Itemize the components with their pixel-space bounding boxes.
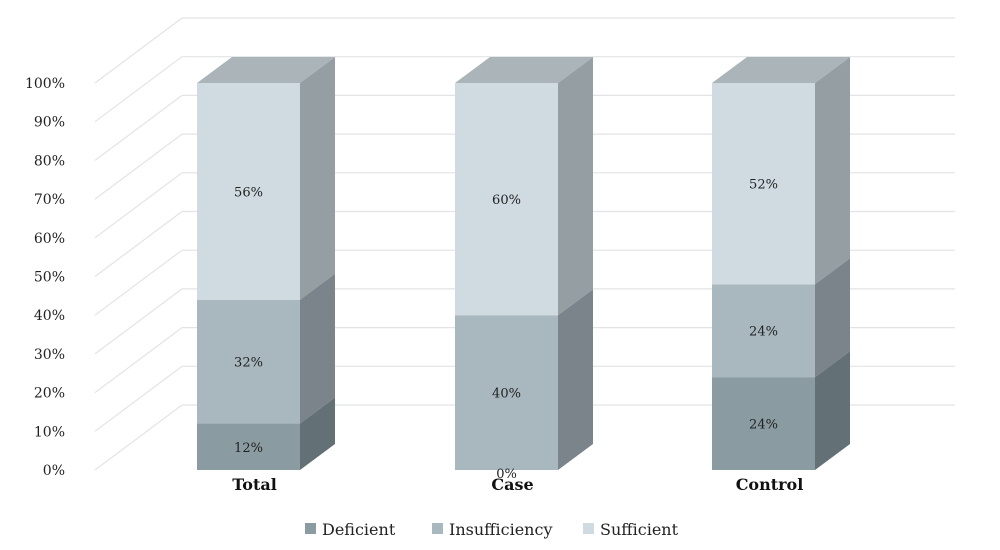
bar-segment-sufficient	[197, 83, 300, 300]
legend-swatch	[583, 523, 594, 534]
bar-top-face	[455, 57, 593, 83]
bar-side-sufficient	[558, 57, 593, 316]
bar-segment-deficient	[712, 377, 815, 470]
gridline-side	[94, 327, 183, 394]
gridline-side	[94, 94, 183, 161]
data-label-insufficiency: 24%	[749, 325, 778, 340]
y-tick-label: 100%	[25, 76, 65, 92]
x-axis-categories: Total Case Control	[232, 475, 803, 494]
legend-swatch	[305, 523, 316, 534]
bar-side-insufficiency	[558, 289, 593, 470]
bar-side-sufficient	[300, 57, 335, 300]
y-tick-label: 0%	[43, 463, 65, 479]
gridline-side	[94, 404, 183, 471]
legend-item-insufficiency: Insufficiency	[432, 520, 552, 539]
legend-swatch	[432, 523, 443, 534]
bar-segment-sufficient	[712, 83, 815, 285]
category-label: Total	[232, 475, 277, 494]
bar-side-deficient	[815, 351, 850, 470]
gridline-side	[94, 211, 183, 277]
y-tick-label: 60%	[34, 231, 65, 247]
bar-segment-sufficient	[455, 83, 558, 316]
bar-side-insufficiency	[815, 258, 850, 378]
data-label-deficient: 24%	[749, 418, 778, 433]
data-label-sufficient: 56%	[234, 185, 263, 200]
data-label-sufficient: 52%	[749, 178, 778, 193]
gridline-side	[94, 17, 183, 84]
gridline-side	[94, 133, 183, 200]
y-tick-label: 30%	[34, 347, 65, 363]
legend-label: Insufficiency	[449, 520, 552, 539]
y-tick-label: 70%	[34, 192, 65, 208]
data-label-deficient: 12%	[234, 441, 263, 456]
y-tick-label: 80%	[34, 153, 65, 169]
gridline-side	[94, 172, 183, 239]
bar-side-deficient	[300, 397, 335, 470]
legend-label: Deficient	[322, 520, 396, 539]
data-label-deficient: 0%	[496, 467, 517, 482]
bars	[197, 57, 850, 470]
bar-side-insufficiency	[300, 273, 335, 424]
bar-segment-insufficiency	[197, 299, 300, 424]
legend: Deficient Insufficiency Sufficient	[305, 520, 679, 539]
category-label: Case	[491, 475, 533, 494]
bar-segment-deficient	[197, 423, 300, 470]
data-label-sufficient: 60%	[492, 193, 521, 208]
y-axis-ticks: 0% 10% 20% 30% 40% 50% 60% 70% 80% 90% 100%	[25, 76, 65, 479]
legend-item-deficient: Deficient	[305, 520, 396, 539]
bar-top-face	[197, 57, 335, 83]
legend-label: Sufficient	[600, 520, 679, 539]
gridline-side	[94, 288, 183, 355]
y-tick-label: 10%	[34, 424, 65, 440]
gridline-side	[94, 365, 183, 432]
y-tick-label: 90%	[34, 115, 65, 131]
data-label-insufficiency: 40%	[492, 387, 521, 402]
gridline-side	[94, 56, 183, 123]
y-tick-label: 40%	[34, 308, 65, 324]
data-label-insufficiency: 32%	[234, 356, 263, 371]
bar-segment-insufficiency	[712, 284, 815, 378]
bar-top-face	[712, 57, 850, 83]
bar-side-sufficient	[815, 57, 850, 285]
y-tick-label: 50%	[34, 270, 65, 286]
y-tick-label: 20%	[34, 386, 65, 402]
data-labels: 12% 32% 56% 0% 40% 60% 24% 24% 52%	[234, 178, 778, 482]
category-label: Control	[736, 475, 804, 494]
legend-item-sufficient: Sufficient	[583, 520, 679, 539]
gridline-side	[94, 249, 183, 316]
bar-segment-insufficiency	[455, 315, 558, 470]
